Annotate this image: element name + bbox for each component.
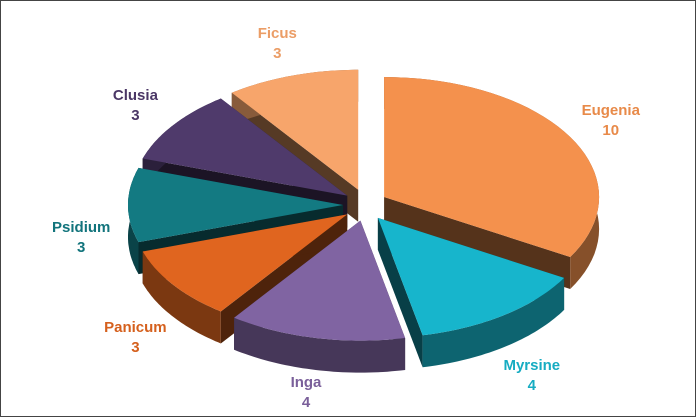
slice-top xyxy=(377,217,565,336)
slice-side xyxy=(234,317,406,373)
slice-top xyxy=(128,167,343,243)
slice-top xyxy=(231,69,359,190)
slice-value: 3 xyxy=(273,45,281,62)
slice-side xyxy=(142,251,221,344)
slice-label: Eugenia xyxy=(582,102,641,119)
slice-value: 3 xyxy=(131,107,139,124)
slice-value: 3 xyxy=(77,239,85,256)
slice-top xyxy=(142,214,348,312)
slice-value: 4 xyxy=(528,377,537,394)
slice-label: Inga xyxy=(291,374,322,391)
slice-top xyxy=(142,98,348,196)
slice-label: Psidium xyxy=(52,219,110,236)
slice-label: Clusia xyxy=(113,87,159,104)
slice-value: 3 xyxy=(131,339,139,356)
slice-label: Ficus xyxy=(258,25,297,42)
slice-value: 4 xyxy=(302,394,311,411)
slice-value: 10 xyxy=(602,122,619,139)
slice-side xyxy=(422,277,565,368)
slice-wall xyxy=(377,217,423,368)
slice-top xyxy=(384,77,600,257)
slice-top xyxy=(234,220,406,341)
slice-label: Myrsine xyxy=(503,357,560,374)
slice-label: Panicum xyxy=(104,319,167,336)
